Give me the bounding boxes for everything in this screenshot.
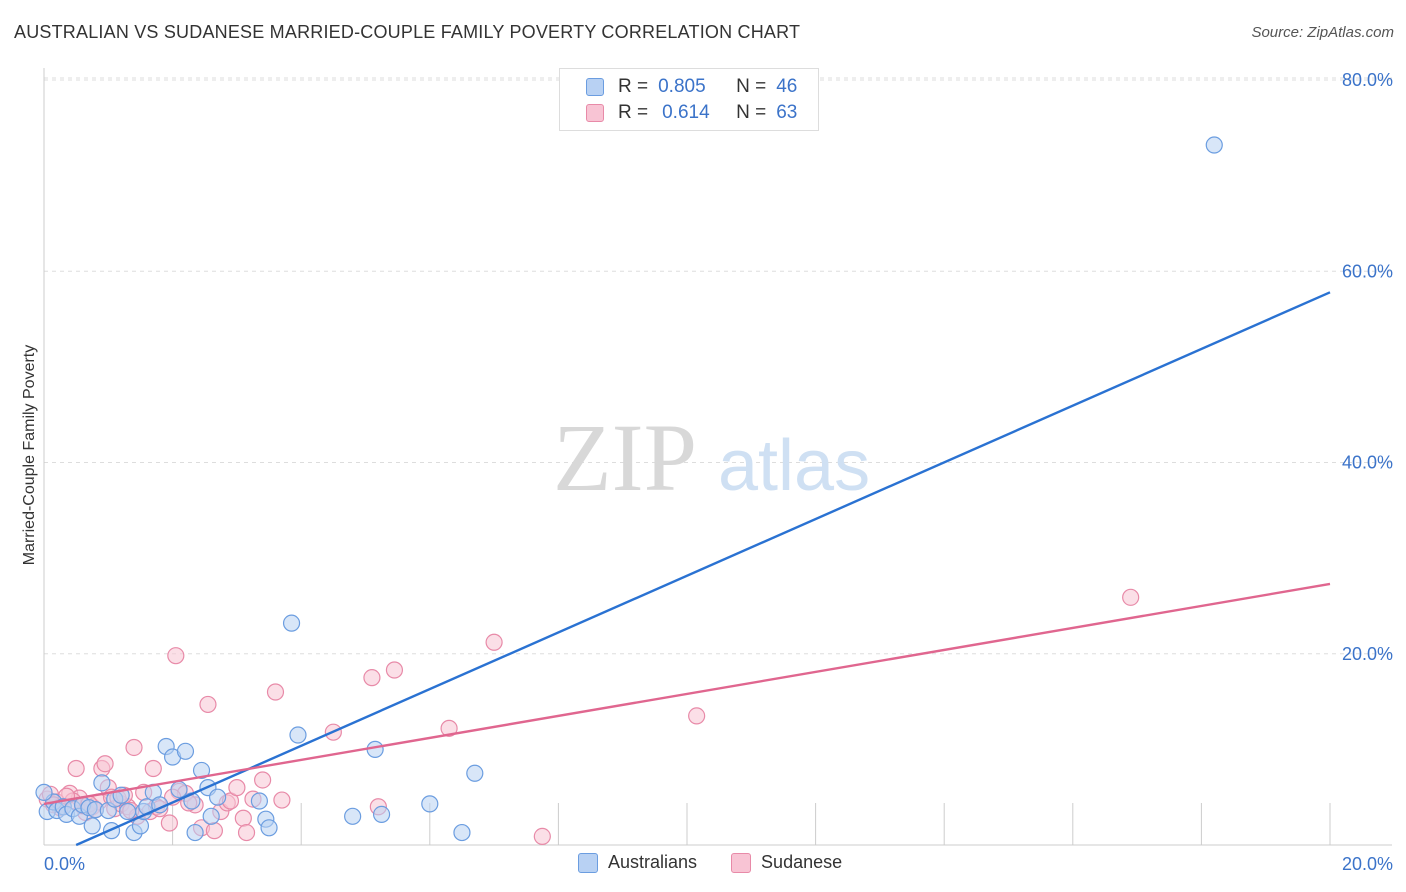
legend-r-sudanese: 0.614	[662, 102, 710, 123]
legend-n-label: N =	[736, 76, 767, 97]
point-sudanese	[67, 759, 85, 778]
watermark-zip: ZIP	[553, 404, 697, 511]
point-sudanese	[234, 809, 252, 827]
point-sudanese	[266, 683, 285, 701]
trend-line-australians	[75, 291, 1331, 847]
source-label: Source: ZipAtlas.com	[1251, 24, 1394, 41]
point-australians	[1205, 136, 1223, 154]
point-sudanese	[199, 695, 217, 714]
point-sudanese	[254, 771, 272, 789]
point-sudanese	[485, 633, 503, 651]
trend-line-sudanese	[43, 582, 1331, 806]
point-sudanese	[688, 707, 706, 725]
point-australians	[93, 774, 111, 792]
legend-item-sudanese[interactable]: Sudanese	[731, 852, 842, 873]
point-australians	[192, 761, 211, 780]
point-sudanese	[533, 827, 551, 845]
y-tick-label: 80.0%	[1342, 70, 1393, 90]
watermark-atlas: atlas	[718, 426, 870, 506]
legend-row-sudanese: R = 0.614 N = 63	[586, 101, 797, 125]
legend-row-australians: R = 0.805 N = 46	[586, 75, 797, 99]
point-sudanese	[228, 779, 246, 797]
point-sudanese	[1122, 588, 1140, 606]
point-sudanese	[385, 661, 404, 679]
legend-n-sudanese: 63	[776, 102, 798, 123]
legend-item-australians[interactable]: Australians	[578, 852, 697, 873]
point-australians	[83, 817, 101, 835]
trend-lines	[43, 291, 1331, 847]
point-australians	[209, 788, 227, 806]
legend-label-sudanese: Sudanese	[761, 852, 843, 872]
point-australians	[421, 795, 439, 813]
point-australians	[35, 783, 53, 802]
series-legend: Australians Sudanese	[578, 852, 876, 873]
legend-swatch-australians	[578, 852, 598, 873]
x-tick-label: 20.0%	[1342, 854, 1393, 874]
y-tick-label: 60.0%	[1342, 261, 1393, 281]
point-sudanese	[440, 719, 458, 737]
x-tick-label: 0.0%	[44, 854, 85, 874]
legend-n-label: N =	[736, 102, 767, 123]
point-sudanese	[205, 822, 223, 840]
grid-lines	[44, 77, 1392, 655]
legend-r-label: R =	[618, 76, 649, 97]
y-tick-label: 40.0%	[1342, 453, 1393, 473]
point-sudanese	[96, 755, 114, 773]
point-australians	[118, 802, 137, 821]
legend-label-australians: Australians	[608, 852, 698, 872]
point-sudanese	[125, 738, 143, 757]
point-sudanese	[273, 791, 291, 809]
point-australians	[170, 780, 188, 799]
point-sudanese	[167, 647, 185, 665]
legend-swatch-sudanese	[586, 104, 604, 122]
point-australians	[466, 764, 484, 782]
legend-r-label: R =	[618, 102, 649, 123]
point-sudanese	[363, 669, 381, 687]
point-australians	[260, 819, 278, 837]
legend-swatch-australians	[586, 78, 604, 96]
point-australians	[344, 807, 362, 825]
point-australians	[282, 614, 301, 632]
legend-n-australians: 46	[776, 76, 798, 97]
legend-swatch-sudanese	[731, 852, 752, 873]
point-australians	[186, 823, 204, 842]
watermark: ZIP atlas	[553, 404, 870, 511]
chart-title: AUSTRALIAN VS SUDANESE MARRIED-COUPLE FA…	[14, 22, 801, 42]
point-australians	[202, 807, 220, 825]
point-sudanese	[144, 759, 162, 778]
point-sudanese	[237, 823, 256, 842]
point-australians	[453, 823, 471, 842]
tick-labels: 20.0% 40.0% 60.0% 80.0% 0.0% 20.0%	[44, 70, 1393, 874]
point-australians	[372, 805, 391, 824]
point-australians	[289, 726, 307, 744]
point-australians	[250, 792, 269, 810]
point-sudanese	[160, 814, 178, 832]
legend-r-australians: 0.805	[658, 76, 706, 97]
correlation-legend: R = 0.805 N = 46 R = 0.614 N = 63	[559, 68, 819, 131]
point-australians	[176, 742, 195, 760]
y-tick-label: 20.0%	[1342, 644, 1393, 664]
